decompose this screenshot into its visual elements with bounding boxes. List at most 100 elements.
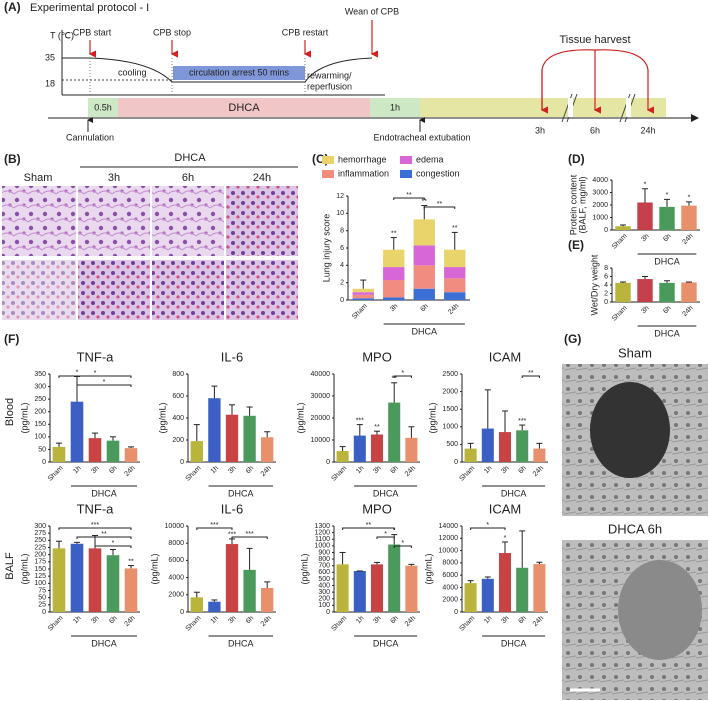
panel-label: (G) <box>564 332 581 346</box>
y-tick-label: 275 <box>34 530 46 537</box>
y-axis-label: (BALF, mg/ml) <box>577 176 587 233</box>
significance: ** <box>422 198 428 205</box>
arrest: circulation arrest 50 mins <box>189 67 290 77</box>
segment <box>88 98 118 117</box>
x-tick-label: 6h <box>245 615 256 626</box>
x-tick-label: 24h <box>404 465 417 478</box>
y-tick-label: 0 <box>604 299 608 306</box>
column-label: 6h <box>182 172 194 184</box>
y-tick-label: 0 <box>454 609 458 616</box>
break <box>568 98 573 117</box>
x-tick-label: 6h <box>662 233 673 244</box>
x-tick-label: 6h <box>517 465 528 476</box>
x-tick-label: 3h <box>389 303 400 314</box>
y-tick-label: 8000 <box>168 540 184 547</box>
panel-label: (A) <box>4 0 21 14</box>
x-tick-label: 1h <box>210 465 221 476</box>
y-tick-label: 75 <box>38 587 46 594</box>
bar <box>615 282 631 302</box>
panel-label: (D) <box>568 152 585 166</box>
micrograph <box>226 186 298 256</box>
y-tick-label: 0 <box>180 609 184 616</box>
x-tick-label: Sham <box>611 233 629 251</box>
y-tick-label: 8 <box>604 265 608 272</box>
bar-segment <box>383 267 405 281</box>
temp-low: 18 <box>45 78 55 88</box>
x-tick-label: 3h <box>640 305 651 316</box>
group-label: DHCA <box>373 488 399 498</box>
y-tick-label: 10000 <box>311 437 331 444</box>
y-tick-label: 500 <box>446 441 458 448</box>
y-tick-label: 250 <box>34 396 46 403</box>
comparison-bracket <box>521 375 540 378</box>
significance: *** <box>228 532 236 539</box>
bar <box>88 548 102 612</box>
bar <box>533 564 546 612</box>
bar <box>243 569 256 612</box>
bar <box>124 448 138 462</box>
cpb-stop: CPB stop <box>153 27 191 37</box>
y-tick-label: 900 <box>318 549 330 556</box>
comparison-label: ** <box>101 531 107 538</box>
y-tick-label: 40000 <box>311 371 331 378</box>
significance: * <box>393 527 396 534</box>
significance: * <box>76 369 79 376</box>
micrograph <box>226 260 298 320</box>
y-tick-label: 8000 <box>442 560 458 567</box>
panel-label: (F) <box>4 332 19 346</box>
x-tick-label: 3h <box>90 615 101 626</box>
cannulation: Cannulation <box>66 132 114 142</box>
bar <box>681 282 697 302</box>
break <box>626 98 631 117</box>
comparison-label: * <box>103 379 106 386</box>
chart-title: IL-6 <box>221 501 243 516</box>
em-cell <box>590 382 670 478</box>
y-axis-label: (pg/mL) <box>157 402 167 433</box>
y-tick-label: 350 <box>34 371 46 378</box>
y-tick-label: 50 <box>38 595 46 602</box>
bar <box>615 226 631 230</box>
y-tick-label: 2000 <box>442 597 458 604</box>
x-tick-label: 1h <box>72 465 83 476</box>
bar <box>225 544 239 612</box>
comparison-label: *** <box>91 522 99 529</box>
chart-title: TNF-a <box>77 349 115 364</box>
group-label: DHCA <box>654 328 680 338</box>
y-tick-label: 150 <box>34 566 46 573</box>
bar <box>533 448 546 462</box>
significance: * <box>666 192 669 199</box>
bar-segment <box>444 249 466 268</box>
comparison-label: ** <box>406 192 412 199</box>
group-label: DHCA <box>174 152 206 164</box>
y-axis-label: (pg/mL) <box>423 553 433 584</box>
comparison-label: ** <box>366 522 372 529</box>
group-label: DHCA <box>654 256 680 266</box>
comparison-bracket <box>76 384 132 387</box>
bar-segment <box>444 278 466 293</box>
y-tick-label: 1000 <box>314 543 330 550</box>
y-tick-label: 600 <box>172 393 184 400</box>
y-tick-label: 10 <box>336 210 344 217</box>
y-axis-label: Protein content <box>568 174 578 235</box>
row-label: Blood <box>4 398 16 426</box>
bar <box>659 206 675 230</box>
time-label: 24h <box>640 125 655 135</box>
x-tick-label: Sham <box>47 465 65 483</box>
bar <box>52 548 66 612</box>
micrograph <box>152 186 224 256</box>
comparison-bracket <box>393 545 412 548</box>
group-label: DHCA <box>228 488 254 498</box>
bar <box>243 415 256 462</box>
rewarming: rewarming/ <box>307 70 352 80</box>
comparison-bracket <box>58 527 132 530</box>
x-tick-label: 3h <box>372 465 383 476</box>
y-axis-label: (pg/mL) <box>149 553 159 584</box>
group-label: DHCA <box>228 638 254 648</box>
significance: ** <box>391 376 397 383</box>
y-tick-label: 200 <box>34 409 46 416</box>
comparison-label: *** <box>246 531 254 538</box>
y-tick-label: 1500 <box>442 406 458 413</box>
bar-segment <box>383 297 405 300</box>
panel-label: (B) <box>4 152 21 166</box>
